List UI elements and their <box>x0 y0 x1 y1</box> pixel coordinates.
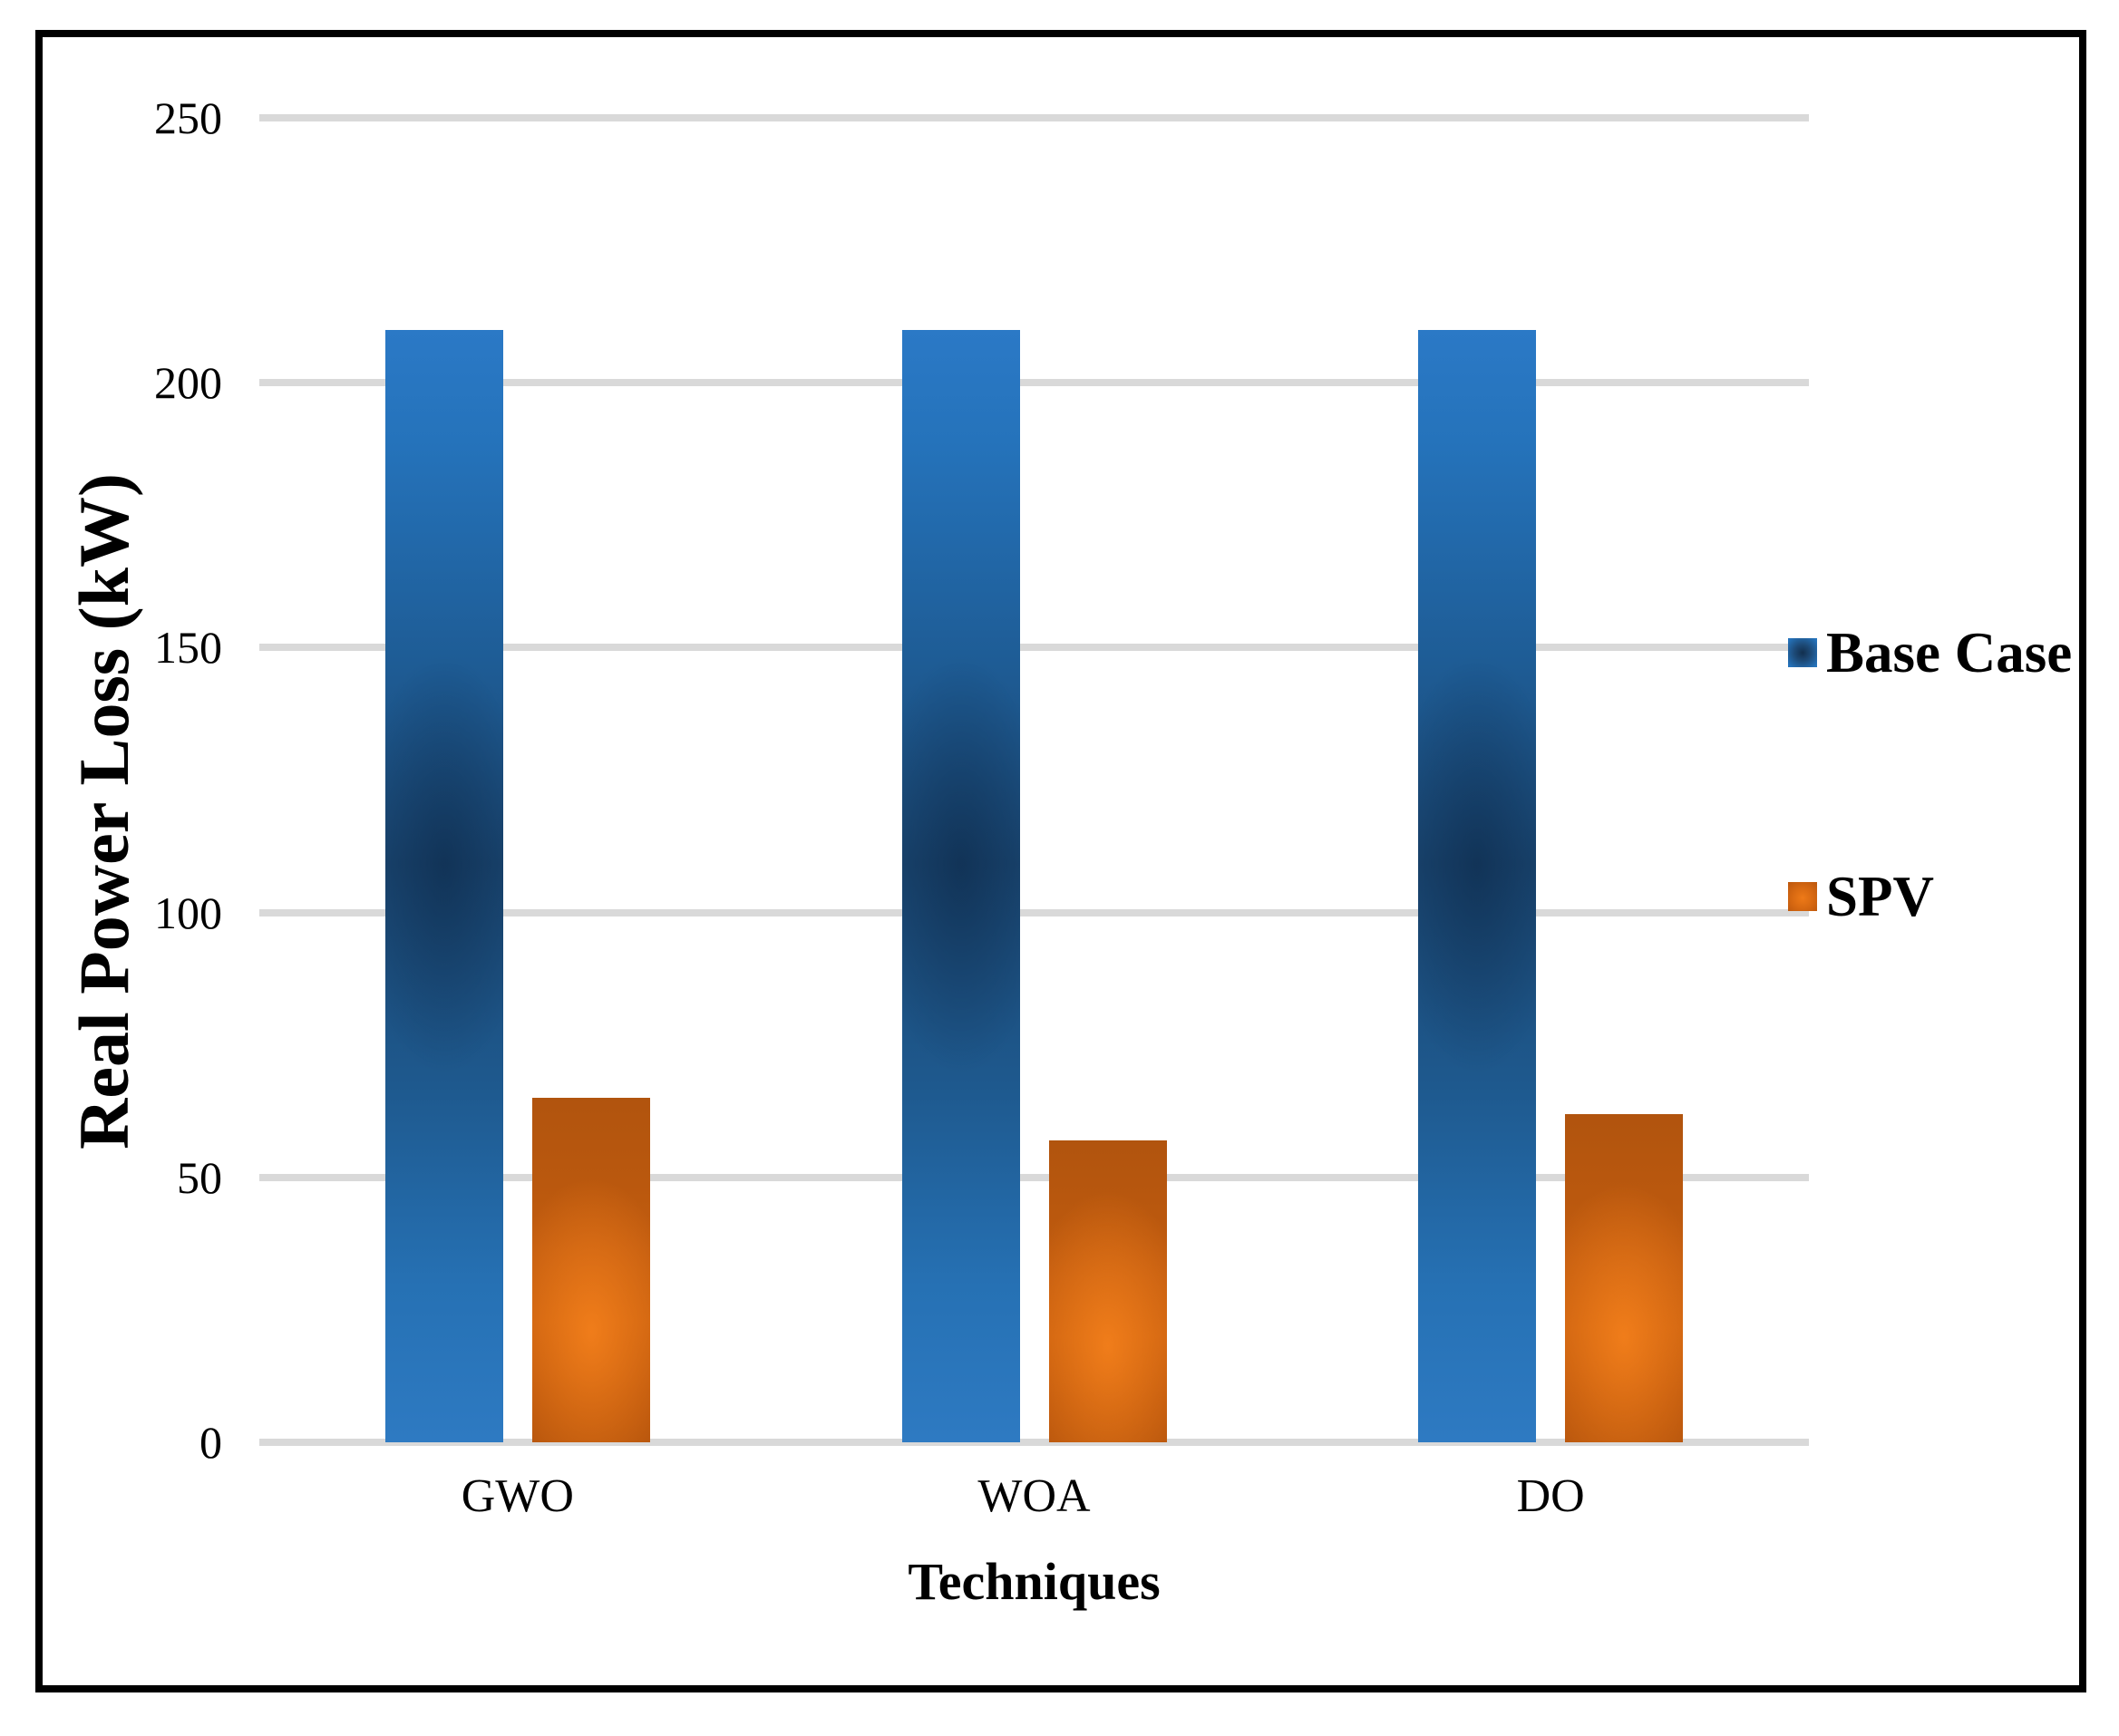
category-label-woa: WOA <box>977 1470 1091 1522</box>
chart-frame <box>35 30 2086 1692</box>
category-label-do: DO <box>1516 1470 1585 1522</box>
y-tick-label-250: 250 <box>154 92 222 143</box>
y-tick-label-100: 100 <box>154 887 222 938</box>
legend-label-base-case: Base Case <box>1826 621 2073 684</box>
y-tick-label-200: 200 <box>154 357 222 409</box>
legend-label-spv: SPV <box>1826 865 1935 928</box>
gridline-200 <box>259 379 1809 387</box>
bar-spv-woa <box>1048 1140 1167 1442</box>
y-tick-label-150: 150 <box>154 622 222 674</box>
bar-base-case-do <box>1418 329 1537 1442</box>
gridline-150 <box>259 644 1809 652</box>
y-axis-title: Real Power Loss (kW) <box>64 473 143 1149</box>
plot-area <box>259 114 1809 1446</box>
x-axis-title: Techniques <box>908 1552 1161 1611</box>
bar-spv-gwo <box>531 1098 650 1442</box>
gridline-100 <box>259 908 1809 916</box>
legend-item-base-case: Base Case <box>1788 616 2072 689</box>
gridline-0 <box>259 1439 1809 1446</box>
bar-base-case-woa <box>901 329 1020 1442</box>
y-tick-label-50: 50 <box>177 1151 222 1203</box>
bar-spv-do <box>1565 1113 1684 1442</box>
y-tick-label-0: 0 <box>199 1417 222 1468</box>
gridline-250 <box>259 114 1809 121</box>
category-label-gwo: GWO <box>461 1470 574 1522</box>
bar-base-case-gwo <box>384 329 503 1442</box>
gridline-50 <box>259 1173 1809 1181</box>
legend-swatch-base-case-icon <box>1788 638 1817 667</box>
legend-item-spv: SPV <box>1788 860 1934 933</box>
legend-swatch-spv-icon <box>1788 882 1817 911</box>
